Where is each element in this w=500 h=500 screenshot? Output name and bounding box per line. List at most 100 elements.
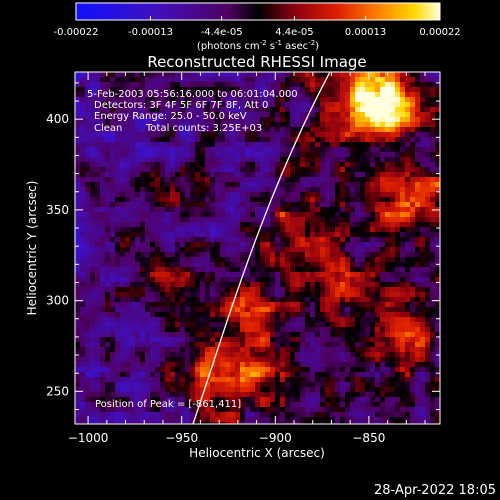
heatmap-cell [265, 87, 271, 93]
heatmap-cell [215, 387, 221, 393]
heatmap-cell [260, 387, 266, 393]
heatmap-cell [210, 92, 216, 98]
heatmap-cell [240, 247, 246, 253]
heatmap-cell [350, 212, 356, 218]
heatmap-cell [360, 192, 366, 198]
heatmap-cell [85, 162, 91, 168]
heatmap-cell [225, 187, 231, 193]
heatmap-cell [130, 377, 136, 383]
heatmap-cell [300, 332, 306, 338]
heatmap-cell [240, 222, 246, 228]
heatmap-cell [235, 362, 241, 368]
heatmap-cell [150, 392, 156, 398]
heatmap-cell [170, 377, 176, 383]
heatmap-cell [275, 192, 281, 198]
heatmap-cell [385, 322, 391, 328]
heatmap-cell [315, 217, 321, 223]
heatmap-cell [285, 357, 291, 363]
heatmap-cell [175, 257, 181, 263]
heatmap-cell [75, 292, 81, 298]
heatmap-cell [260, 242, 266, 248]
heatmap-cell [75, 227, 81, 233]
heatmap-cell [420, 212, 426, 218]
heatmap-cell [415, 257, 421, 263]
heatmap-cell [425, 207, 431, 213]
heatmap-cell [190, 252, 196, 258]
heatmap-cell [235, 377, 241, 383]
heatmap-cell [360, 247, 366, 253]
heatmap-cell [230, 282, 236, 288]
heatmap-cell [400, 147, 406, 153]
heatmap-cell [140, 97, 146, 103]
heatmap-cell [290, 212, 296, 218]
heatmap-cell [390, 372, 396, 378]
heatmap-cell [265, 382, 271, 388]
heatmap-cell [390, 297, 396, 303]
heatmap-cell [105, 182, 111, 188]
heatmap-cell [295, 332, 301, 338]
heatmap-cell [330, 177, 336, 183]
heatmap-cell [195, 112, 201, 118]
heatmap-cell [400, 157, 406, 163]
heatmap-cell [295, 112, 301, 118]
heatmap-cell [190, 352, 196, 358]
heatmap-cell [315, 147, 321, 153]
heatmap-cell [395, 182, 401, 188]
heatmap-cell [90, 192, 96, 198]
heatmap-cell [205, 117, 211, 123]
heatmap-cell [160, 362, 166, 368]
heatmap-cell [425, 102, 431, 108]
heatmap-cell [290, 337, 296, 343]
heatmap-cell [210, 82, 216, 88]
heatmap-cell [180, 217, 186, 223]
heatmap-cell [125, 157, 131, 163]
heatmap-cell [385, 202, 391, 208]
heatmap-cell [405, 212, 411, 218]
heatmap-cell [185, 322, 191, 328]
heatmap-cell [145, 212, 151, 218]
heatmap-cell [145, 107, 151, 113]
heatmap-cell [85, 132, 91, 138]
heatmap-cell [350, 187, 356, 193]
heatmap-cell [80, 397, 86, 403]
heatmap-cell [335, 397, 341, 403]
heatmap-cell [160, 92, 166, 98]
heatmap-cell [90, 152, 96, 158]
heatmap-cell [415, 212, 421, 218]
heatmap-cell [225, 232, 231, 238]
heatmap-cell [130, 262, 136, 268]
heatmap-cell [320, 347, 326, 353]
heatmap-cell [105, 232, 111, 238]
heatmap-cell [355, 322, 361, 328]
heatmap-cell [345, 227, 351, 233]
heatmap-cell [435, 372, 440, 378]
heatmap-cell [365, 397, 371, 403]
heatmap-cell [230, 372, 236, 378]
heatmap-cell [120, 232, 126, 238]
heatmap-cell [185, 92, 191, 98]
heatmap-cell [365, 262, 371, 268]
heatmap-cell [285, 142, 291, 148]
heatmap-cell [355, 87, 361, 93]
heatmap-cell [380, 177, 386, 183]
heatmap-cell [325, 167, 331, 173]
heatmap-cell [270, 277, 276, 283]
heatmap-cell [305, 252, 311, 258]
heatmap-cell [260, 192, 266, 198]
heatmap-cell [365, 257, 371, 263]
heatmap-cell [105, 137, 111, 143]
heatmap-cell [140, 337, 146, 343]
heatmap-cell [290, 247, 296, 253]
heatmap-cell [120, 132, 126, 138]
heatmap-cell [115, 262, 121, 268]
heatmap-cell [310, 282, 316, 288]
heatmap-cell [255, 102, 261, 108]
heatmap-cell [390, 407, 396, 413]
heatmap-cell [90, 377, 96, 383]
heatmap-cell [360, 317, 366, 323]
heatmap-cell [285, 307, 291, 313]
heatmap-cell [235, 182, 241, 188]
heatmap-cell [370, 167, 376, 173]
heatmap-cell [155, 412, 161, 418]
heatmap-cell [360, 287, 366, 293]
